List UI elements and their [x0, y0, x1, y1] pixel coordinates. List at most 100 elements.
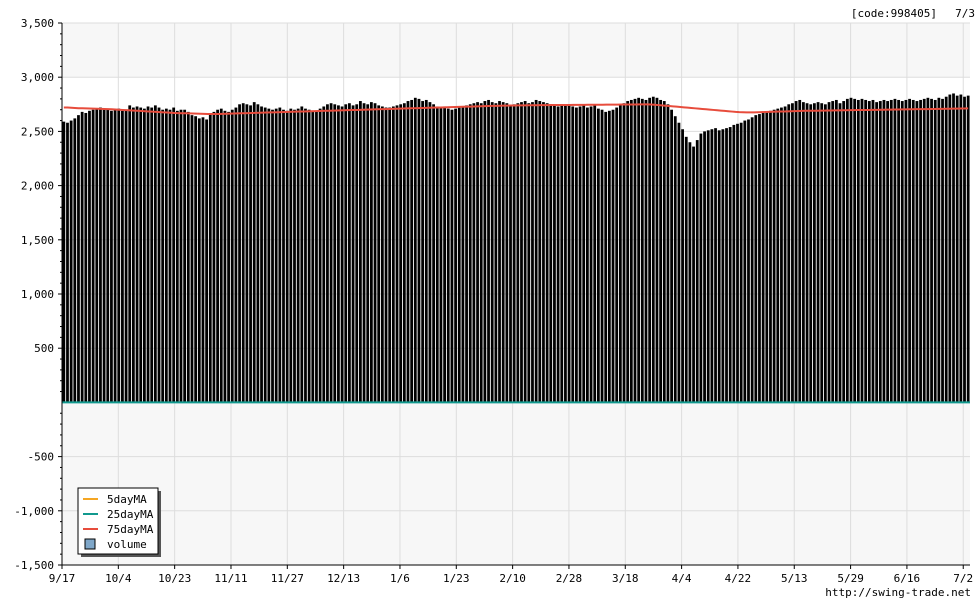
volume-bar — [963, 96, 966, 403]
volume-bar — [135, 106, 139, 403]
volume-bar — [739, 122, 743, 403]
volume-bar — [318, 108, 322, 403]
volume-bar — [80, 111, 84, 403]
volume-bar — [776, 108, 780, 403]
volume-bar — [710, 129, 714, 403]
volume-bar — [142, 108, 146, 403]
volume-bar — [805, 103, 809, 403]
volume-bars — [62, 93, 970, 403]
volume-bar — [673, 116, 677, 403]
volume-bar — [882, 99, 886, 403]
volume-bar — [388, 107, 392, 403]
volume-bar — [743, 120, 747, 403]
volume-bar — [904, 99, 908, 403]
volume-bar — [476, 102, 479, 403]
volume-bar — [132, 107, 135, 403]
volume-bar — [684, 136, 688, 403]
volume-bar — [783, 106, 787, 403]
volume-bar — [911, 99, 915, 403]
volume-bar — [699, 133, 703, 403]
volume-bar — [582, 105, 586, 403]
volume-bar — [531, 102, 534, 403]
volume-bar — [512, 104, 516, 403]
x-tick-label: 9/17 — [49, 572, 76, 585]
volume-bar — [604, 111, 608, 403]
volume-bar — [553, 105, 556, 403]
volume-bar — [736, 123, 739, 403]
volume-bar — [516, 103, 520, 403]
volume-bar — [208, 114, 212, 403]
volume-bar — [329, 103, 333, 403]
x-tick-label: 3/18 — [612, 572, 639, 585]
volume-bar — [780, 107, 783, 403]
x-tick-label: 11/27 — [271, 572, 304, 585]
volume-bar — [490, 102, 494, 403]
volume-bar — [304, 108, 307, 403]
volume-bar — [695, 140, 699, 403]
volume-bar — [871, 99, 875, 403]
y-tick-label: 2,500 — [21, 125, 54, 138]
volume-bar — [84, 112, 88, 403]
volume-bar — [366, 104, 370, 403]
volume-bar — [666, 104, 670, 403]
volume-bar — [157, 107, 161, 403]
volume-bar — [556, 106, 560, 403]
volume-bar — [421, 101, 425, 403]
volume-bar — [267, 108, 271, 403]
volume-bar — [479, 103, 483, 403]
volume-bar — [948, 94, 952, 403]
volume-bar — [161, 109, 165, 403]
x-tick-label: 4/4 — [672, 572, 692, 585]
volume-bar — [73, 118, 77, 403]
volume-bar — [326, 104, 329, 403]
volume-bar — [465, 105, 468, 403]
volume-bar — [908, 98, 911, 403]
volume-bar — [659, 99, 663, 403]
volume-bar — [117, 108, 121, 403]
volume-bar — [289, 108, 293, 403]
volume-bar — [915, 101, 919, 403]
volume-bar — [369, 102, 373, 403]
x-tick-label: 11/11 — [214, 572, 247, 585]
volume-bar — [399, 104, 403, 403]
volume-bar — [168, 109, 172, 403]
volume-bar — [355, 104, 359, 403]
volume-bar — [677, 122, 681, 403]
volume-bar — [311, 111, 315, 403]
volume-bar — [315, 110, 318, 403]
y-tick-label: 3,500 — [21, 17, 54, 30]
ma75-line — [63, 103, 969, 116]
volume-bar — [860, 98, 864, 403]
volume-bar — [205, 119, 209, 403]
volume-bar — [769, 110, 772, 403]
volume-bar — [91, 109, 95, 403]
volume-bar — [216, 109, 219, 403]
x-tick-label: 1/6 — [390, 572, 410, 585]
y-tick-label: 2,000 — [21, 180, 54, 193]
volume-bar — [545, 103, 549, 403]
y-axis-ticks: 3,500 3,000 2,500 2,000 1,500 1,000 500 -500 -1,… — [14, 17, 62, 572]
volume-bar — [351, 105, 355, 403]
volume-bar — [952, 93, 955, 403]
volume-bar — [900, 101, 904, 403]
volume-bar — [146, 106, 150, 403]
volume-bar — [615, 107, 619, 403]
volume-bar — [505, 103, 509, 403]
volume-bar — [402, 103, 406, 403]
volume-bar — [655, 97, 659, 403]
volume-bar — [637, 97, 641, 403]
y-tick-label: -1,000 — [14, 505, 54, 518]
volume-bar — [651, 96, 655, 403]
volume-bar — [567, 105, 571, 403]
volume-bar — [842, 101, 846, 403]
volume-bar — [937, 97, 941, 403]
volume-bar — [897, 99, 900, 403]
volume-bar — [95, 108, 99, 403]
volume-bar — [802, 102, 805, 403]
volume-bar — [472, 103, 476, 403]
volume-bar — [219, 108, 223, 403]
volume-bar — [889, 99, 893, 403]
volume-bar — [285, 110, 289, 403]
volume-bar — [340, 106, 344, 403]
y-tick-label: 1,000 — [21, 288, 54, 301]
